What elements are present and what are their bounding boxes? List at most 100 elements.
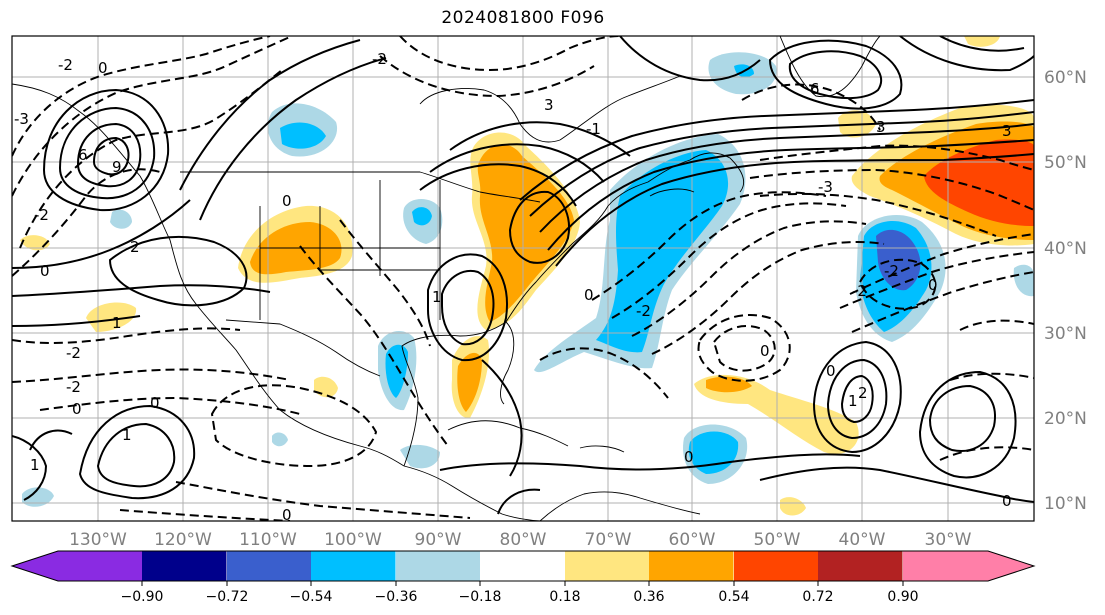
map-frame	[11, 35, 1035, 522]
contour-pos-east-loop-b	[918, 370, 1017, 479]
contour-neg-nw-c	[19, 69, 283, 249]
colorbar-segment-under	[12, 551, 58, 581]
field-yellow-ne-atlantic-b	[964, 36, 1000, 47]
contour-label: 6	[78, 146, 88, 164]
contour-label: 0	[72, 400, 82, 418]
field-yellow-pacific-sw	[86, 302, 137, 332]
coast-greenland	[779, 36, 881, 98]
dashed-contours	[12, 36, 1034, 521]
contour-label: 9	[112, 158, 122, 176]
contour-neg-ne-atlantic-c	[759, 192, 997, 237]
contour-pos-ridge-3	[76, 122, 142, 188]
coast-labrador	[559, 75, 681, 141]
lon-tick-label: 70°W	[585, 530, 632, 550]
coast-hispaniola	[579, 445, 625, 453]
contour-neg-central-us	[299, 245, 449, 447]
contour-pos-pacific-edge	[12, 435, 48, 501]
colorbar-segment	[649, 551, 734, 581]
colorbar-segment	[58, 551, 143, 581]
contour-label: 1	[122, 426, 132, 444]
contour-pos-caribbean-loop	[497, 488, 541, 515]
contour-neg-loop-b	[712, 325, 776, 372]
contour-label: 0	[282, 506, 292, 524]
contour-pos-jet-3	[555, 153, 1034, 267]
contour-label: -2	[34, 206, 49, 224]
colorbar-segment	[480, 551, 565, 581]
contour-pos-jet-5	[519, 99, 1034, 201]
lat-tick-label: 60°N	[1044, 68, 1087, 88]
contour-neg-bc	[12, 168, 161, 277]
contour-neg-atlantic-c	[631, 220, 867, 337]
contour-pos-ne-loop-b	[788, 50, 883, 100]
contour-label: 0	[282, 192, 292, 210]
field-yellow-sw-atlantic	[780, 497, 806, 516]
contour-label: -2	[66, 378, 81, 396]
coast-south-america	[539, 491, 701, 521]
contour-neg-ne-atlantic	[759, 144, 1034, 171]
lat-tick-label: 30°N	[1044, 324, 1087, 344]
field-lightblue-hispaniola	[400, 444, 440, 469]
contour-pos-ridge-4	[92, 136, 130, 176]
lat-axis: 60°N 50°N 40°N 30°N 20°N 10°N	[1044, 68, 1087, 514]
map-title: 2024081800 F096	[441, 8, 605, 28]
contour-label: 1	[112, 314, 122, 332]
coast-us-east	[505, 159, 691, 323]
colorbar-outline	[10, 550, 1036, 582]
colorbar-ticks	[141, 581, 904, 586]
contour-pos-low-east	[508, 190, 570, 264]
contour-zero-sw-a	[12, 284, 271, 297]
contour-zero-sw-b	[12, 315, 141, 327]
contour-neg-atlantic-b	[611, 202, 847, 319]
contour-pos-labrador	[619, 36, 761, 82]
contour-neg-greenland	[741, 83, 881, 131]
contour-neg-e-atlantic	[959, 319, 1034, 331]
coast-gulf-mexico	[401, 321, 515, 467]
contour-label: 6	[810, 80, 820, 98]
border-us-mexico	[225, 319, 381, 377]
lon-tick-label: 130°W	[69, 530, 127, 550]
contour-pos-ridge-1	[42, 88, 170, 212]
contour-neg-loop-a	[697, 314, 791, 382]
contour-label: -2	[58, 56, 73, 74]
contour-neg-mid-atlantic-a	[839, 251, 1034, 309]
contour-label: 0	[584, 286, 594, 304]
colorbar-tick-label: −0.18	[459, 589, 502, 605]
contour-pos-ne-corner-b	[939, 36, 1025, 52]
contour-neg-far-east	[939, 446, 1034, 461]
contour-pos-east-loop	[928, 384, 996, 452]
contour-label: 1	[432, 288, 442, 306]
colorbar-segment	[818, 551, 903, 581]
field-lightblue-mexico	[272, 432, 288, 447]
contour-neg-mid-atlantic-b	[851, 271, 1034, 333]
lon-tick-label: 100°W	[324, 530, 382, 550]
field-orange-gulf	[457, 352, 482, 412]
contour-label: 2	[130, 238, 140, 256]
contour-pos-greatlakes-a	[419, 163, 577, 207]
lon-tick-label: 60°W	[669, 530, 716, 550]
lat-tick-label: 40°N	[1044, 239, 1087, 259]
colorbar-tick-label: 0.72	[802, 589, 833, 605]
contour-pos-ne-corner	[899, 36, 1034, 72]
contour-neg-sw-c	[39, 396, 301, 415]
colorbar-segment-over	[988, 551, 1034, 581]
contour-pos-pacific-loop-a	[78, 404, 196, 500]
contour-label: -2	[66, 344, 81, 362]
contour-pos-atlantic-loop-b	[826, 358, 888, 440]
contour-label: -2	[884, 262, 899, 280]
contour-label: 0	[826, 362, 836, 380]
contour-label: -3	[818, 178, 833, 196]
contour-pos-florida-arc	[481, 359, 523, 477]
contour-zero-caribbean	[439, 453, 861, 471]
contour-neg-hudson-a	[399, 36, 621, 72]
lon-tick-label: 30°W	[925, 530, 972, 550]
colorbar-segment	[734, 551, 819, 581]
contour-pos-jet-1	[539, 123, 1034, 233]
contour-neg-sw	[12, 327, 241, 344]
contour-pos-jet-2	[547, 139, 1034, 251]
colorbar-segment	[565, 551, 650, 581]
colorbar-tick-label: −0.90	[121, 589, 164, 605]
contour-label: -1	[586, 120, 601, 138]
contour-pos-us-loop-inner	[441, 270, 495, 346]
lon-tick-label: 110°W	[239, 530, 297, 550]
